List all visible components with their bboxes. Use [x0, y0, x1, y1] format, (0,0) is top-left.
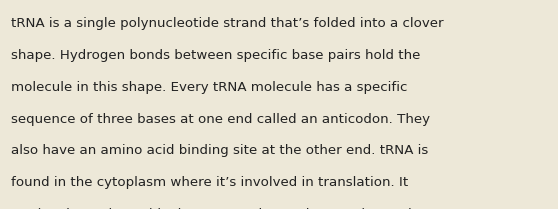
Text: carries the amino acids that are used to make proteins to the: carries the amino acids that are used to…	[11, 208, 425, 209]
Text: sequence of three bases at one end called an anticodon. They: sequence of three bases at one end calle…	[11, 112, 430, 125]
Text: found in the cytoplasm where it’s involved in translation. It: found in the cytoplasm where it’s involv…	[11, 176, 408, 189]
Text: shape. Hydrogen bonds between specific base pairs hold the: shape. Hydrogen bonds between specific b…	[11, 49, 421, 62]
Text: tRNA is a single polynucleotide strand that’s folded into a clover: tRNA is a single polynucleotide strand t…	[11, 17, 444, 30]
Text: also have an amino acid binding site at the other end. tRNA is: also have an amino acid binding site at …	[11, 144, 429, 157]
Text: molecule in this shape. Every tRNA molecule has a specific: molecule in this shape. Every tRNA molec…	[11, 80, 407, 94]
